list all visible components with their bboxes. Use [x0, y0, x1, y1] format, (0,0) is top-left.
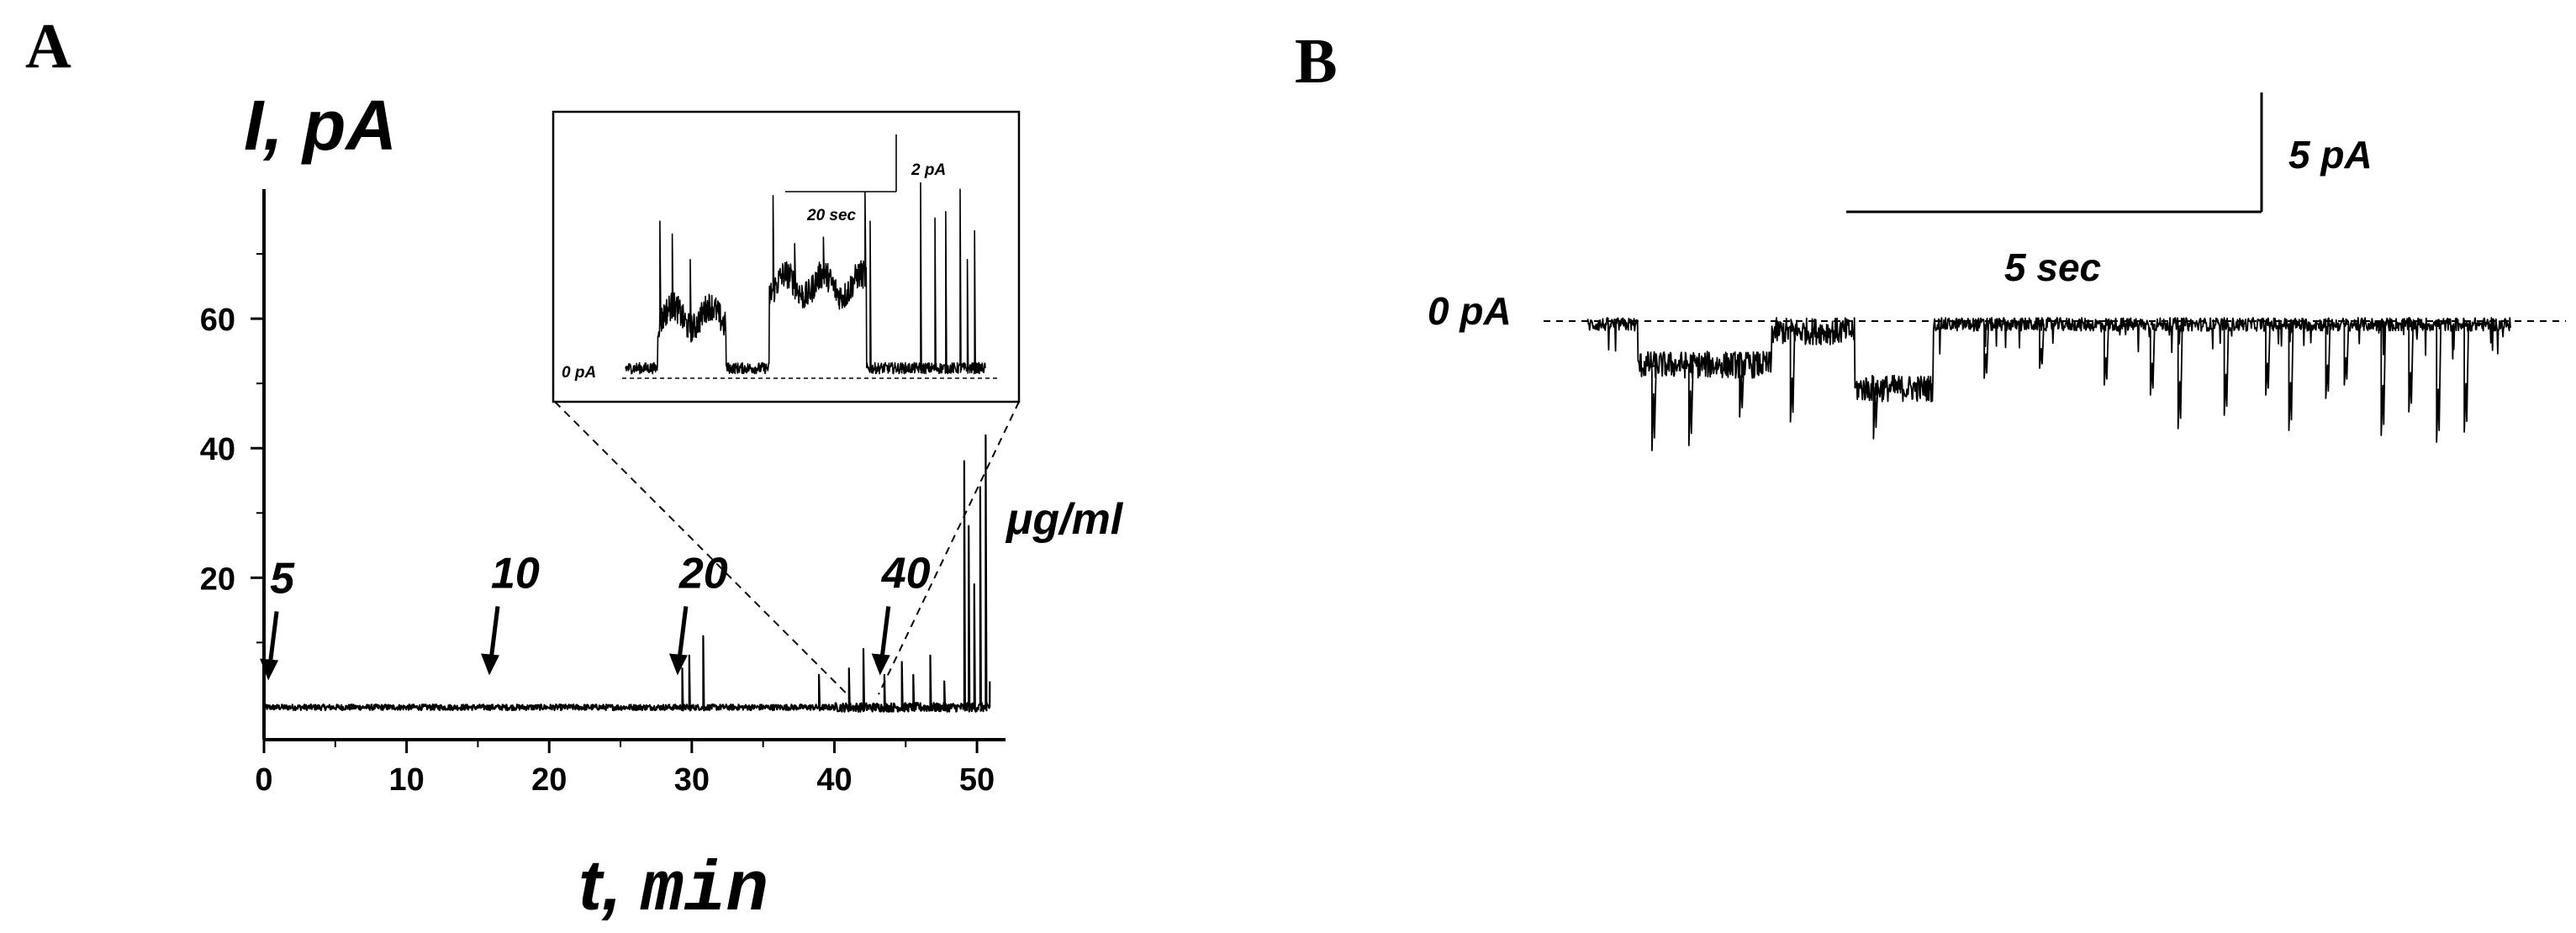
- panel-a-x-tick-label: 20: [531, 762, 567, 798]
- panel-a-inset-frame: [552, 110, 1021, 403]
- panel-a-addition-label: 5: [270, 554, 295, 603]
- panel-a-tick-labels: 0 10 20 30 40 50 20 40 60: [200, 303, 995, 798]
- panel-a-inset-scale-current-label: 2 pA: [911, 161, 946, 179]
- panel-a-addition-arrowhead: [871, 653, 890, 676]
- panel-a-x-axis-title: t, min: [578, 846, 768, 931]
- panel-b-scale-bar: [1846, 92, 2263, 213]
- panel-a-addition-label: 10: [491, 549, 540, 598]
- panel-a-y-tick-label: 20: [200, 561, 235, 597]
- panel-a-addition-arrow-shaft: [879, 606, 891, 661]
- panel-a-addition-arrowhead: [480, 653, 499, 676]
- panel-b-scale-current-label: 5 pA: [2288, 133, 2373, 177]
- panel-a-addition-arrowhead: [668, 653, 688, 676]
- panel-a-ticks: [251, 253, 979, 753]
- panel-a-inset: 0 pA 2 pA 20 sec: [552, 110, 1021, 403]
- panel-a-y-tick-label: 60: [200, 303, 235, 338]
- panel-a-zoom-connector-right: [878, 401, 1020, 695]
- panel-a-addition-arrows: 5 10 20 40: [260, 549, 931, 681]
- panel-a-zoom-connector-left: [554, 401, 848, 695]
- panel-a-inset-scale-time-label: 20 sec: [806, 207, 857, 224]
- panel-a-inset-zero-label: 0 pA: [562, 364, 596, 382]
- panel-a-current-trace: [262, 434, 991, 713]
- panel-a-letter: A: [25, 11, 71, 82]
- panel-a-y-tick-label: 40: [200, 432, 235, 467]
- panel-a-axes: [262, 189, 1006, 741]
- panel-b-scale-time-label: 5 sec: [2004, 245, 2101, 289]
- panel-a-inset-scale-bar: [785, 134, 897, 192]
- panel-a-addition-label: 40: [881, 549, 931, 598]
- panel-a-addition-arrow-shaft: [488, 606, 500, 661]
- panel-a-x-tick-label: 50: [959, 762, 995, 798]
- panel-a-inset-trace: [625, 182, 986, 375]
- panel-b-zero-label: 0 pA: [1428, 289, 1512, 333]
- panel-a-x-axis-title-unit: min: [640, 851, 768, 931]
- panel-a-zoom-connectors: [554, 401, 1020, 695]
- panel-a-x-axis-title-text: t,: [578, 846, 641, 925]
- panel-b-letter: B: [1295, 26, 1338, 97]
- panel-b: B 5 pA 5 sec 0 pA: [1295, 26, 2566, 451]
- panel-a-addition-label: 20: [678, 549, 728, 598]
- panel-a-addition-arrow-shaft: [267, 611, 279, 666]
- panel-a-addition-arrow-shaft: [677, 606, 689, 661]
- panel-a-x-tick-label: 10: [388, 762, 424, 798]
- panel-a-addition-arrowhead: [260, 658, 279, 681]
- panel-a: A I, pA 0 10 20 30 40 50 20 40 60 t, min 5 10 20 40…: [25, 11, 1124, 931]
- panel-a-x-tick-label: 30: [674, 762, 710, 798]
- panel-a-y-axis-title: I, pA: [244, 86, 397, 165]
- panel-a-x-tick-label: 40: [816, 762, 852, 798]
- panel-a-concentration-unit: μg/ml: [1005, 495, 1124, 544]
- panel-a-x-tick-label: 0: [255, 762, 272, 798]
- panel-b-current-trace: [1586, 317, 2511, 451]
